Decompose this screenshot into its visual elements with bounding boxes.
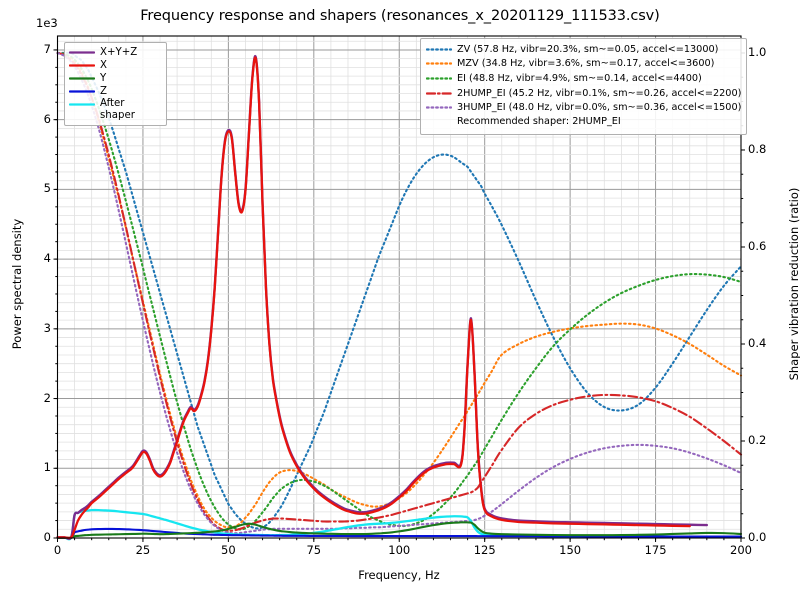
y-tick-label-right: 0.0 [748,530,767,544]
legend-item-shaper-0[interactable]: ZV (57.8 Hz, vibr=20.3%, sm~=0.05, accel… [426,42,741,57]
psd-curve-3 [56,527,743,540]
y-tick-label-left: 5 [43,181,51,196]
legend-label: X [100,60,107,71]
x-tick-label: 50 [221,543,236,557]
legend-item-shaper-1[interactable]: MZV (34.8 Hz, vibr=3.6%, sm~=0.17, accel… [426,57,741,72]
x-axis-label: Frequency, Hz [358,568,440,582]
x-tick-label: 150 [559,543,582,557]
x-tick-label: 0 [53,543,62,557]
y-tick-label-left: 0 [43,530,51,544]
legend-item-x[interactable]: X [69,59,162,72]
legend-line-icon [69,60,95,71]
legend-shapers: ZV (57.8 Hz, vibr=20.3%, sm~=0.05, accel… [420,38,748,135]
y-tick-label-right: 0.8 [748,141,767,156]
x-tick-label: 200 [730,543,752,557]
legend-item-shaper-3[interactable]: 2HUMP_EI (45.2 Hz, vibr=0.1%, sm~=0.26, … [426,86,741,101]
legend-item-z[interactable]: Z [69,85,162,98]
psd-curves [56,54,743,541]
legend-label: Y [100,73,107,84]
x-tick-label: 75 [306,543,322,557]
legend-label: 2HUMP_EI (45.2 Hz, vibr=0.1%, sm~=0.26, … [457,87,742,99]
y-tick-label-right: 0.6 [748,238,767,253]
shaper-curve-1 [56,51,743,529]
y-tick-label-left: 3 [43,320,51,335]
x-tick-label: 100 [388,543,411,557]
legend-label: After shaper [100,98,135,121]
x-tick-label: 25 [135,543,151,557]
legend-item-after-shaper[interactable]: After shaper [69,98,162,121]
legend-label: ZV (57.8 Hz, vibr=20.3%, sm~=0.05, accel… [457,43,719,55]
legend-label: 3HUMP_EI (48.0 Hz, vibr=0.0%, sm~=0.36, … [457,102,742,114]
legend-label: Z [100,86,107,97]
legend-line-icon [426,44,452,55]
legend-line-icon [426,88,452,99]
y-tick-label-left: 4 [43,251,51,266]
legend-item-y[interactable]: Y [69,72,162,85]
y-tick-label-right: 0.2 [748,432,767,447]
legend-line-icon [69,47,95,58]
legend-signals: X+Y+Z X Y Z After shaper [64,42,167,126]
legend-line-icon [426,102,452,113]
legend-line-icon [69,73,95,84]
y-tick-label-left: 2 [43,390,51,405]
legend-line-icon [426,73,452,84]
legend-item-x-y-z[interactable]: X+Y+Z [69,46,162,59]
y-tick-label-left: 1 [43,460,51,475]
legend-label: MZV (34.8 Hz, vibr=3.6%, sm~=0.17, accel… [457,58,715,70]
legend-label: EI (48.8 Hz, vibr=4.9%, sm~=0.14, accel<… [457,72,702,84]
psd-curve-1 [56,56,691,540]
shaper-curve-0 [56,51,743,530]
legend-label: X+Y+Z [100,47,138,58]
y-tick-label-right: 1.0 [748,44,767,59]
recommended-shaper-note: Recommended shaper: 2HUMP_EI [457,115,621,127]
y-tick-label-left: 7 [43,41,51,56]
psd-curve-2 [56,521,743,540]
y-tick-label-right: 0.4 [748,335,767,350]
legend-line-icon [69,99,95,110]
x-tick-label: 125 [473,543,496,557]
shaper-curve-3 [56,51,743,532]
legend-item-shaper-2[interactable]: EI (48.8 Hz, vibr=4.9%, sm~=0.14, accel<… [426,71,741,86]
tick-marks [53,49,745,542]
y-tick-label-left: 6 [43,111,51,126]
y-axis-offset-label: 1e3 [36,16,58,30]
legend-item-shaper-4[interactable]: 3HUMP_EI (48.0 Hz, vibr=0.0%, sm~=0.36, … [426,100,741,115]
legend-line-icon [69,86,95,97]
legend-line-icon [426,58,452,69]
y-axis-right-label: Shaper vibration reduction (ratio) [787,187,800,381]
x-tick-label: 175 [644,543,667,557]
chart-title: Frequency response and shapers (resonanc… [140,8,660,24]
